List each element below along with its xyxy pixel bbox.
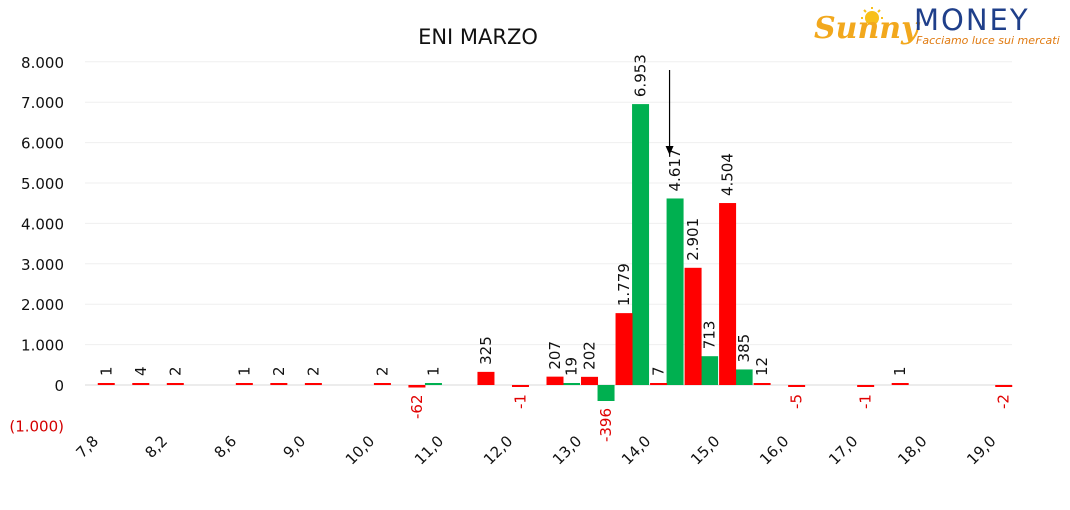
data-label: 4.504	[719, 153, 737, 196]
y-tick-label: 1.000	[21, 337, 64, 355]
data-label: 12	[753, 357, 771, 376]
y-tick-label: 3.000	[21, 256, 64, 274]
bar-green-15-0	[701, 356, 719, 385]
y-tick-label: 7.000	[21, 94, 64, 112]
x-tick-label: 15,0	[687, 432, 723, 468]
bar-green-13-5	[597, 385, 615, 401]
bar-red-14-0	[650, 383, 668, 385]
arrow-down-icon	[665, 146, 674, 155]
x-tick-label: 12,0	[480, 432, 516, 468]
bar-red-17-0	[857, 385, 875, 387]
bar-red-8-6	[235, 383, 253, 385]
data-label: 325	[477, 336, 495, 365]
bar-red-12-5	[546, 376, 564, 385]
annotations	[665, 70, 674, 155]
logo-brand-money: MONEY	[914, 6, 1030, 37]
bar-red-9-0	[304, 383, 322, 385]
x-tick-label: 16,0	[756, 432, 792, 468]
data-label: 2	[304, 366, 322, 376]
bar-green-13-0	[563, 383, 581, 385]
bar-red-12-0	[511, 385, 529, 387]
x-tick-label: 11,0	[411, 432, 447, 468]
data-label: 385	[735, 334, 753, 363]
bar-red-16-0	[788, 385, 806, 387]
y-tick-label: 8.000	[21, 54, 64, 72]
data-label: 713	[701, 321, 719, 350]
x-axis-ticks: 7,8 8,2 8,6 9,0 10,0 11,0 12,0 13,0 14,0 15,0 16,0…	[72, 432, 999, 468]
bar-red-15-5	[753, 383, 771, 385]
bar-green-14-5	[666, 198, 684, 385]
x-tick-label: 18,0	[894, 432, 930, 468]
data-label: 1	[235, 366, 253, 376]
data-label: -1	[857, 394, 875, 409]
data-label: 6.953	[632, 54, 650, 97]
x-tick-label: 19,0	[963, 432, 999, 468]
gridlines	[85, 61, 1012, 346]
data-label: 207	[546, 341, 564, 370]
x-tick-label: 17,0	[825, 432, 861, 468]
data-label: 2	[270, 366, 288, 376]
y-tick-label: 5.000	[21, 175, 64, 193]
bar-red-17-5	[891, 383, 909, 385]
x-tick-label: 8,2	[142, 432, 172, 462]
data-label: 4.617	[666, 149, 684, 192]
x-tick-label: 7,8	[72, 432, 102, 462]
bar-red-15-0	[719, 203, 737, 385]
chart-title: ENI MARZO	[418, 25, 538, 49]
bar-red-13-5	[615, 313, 633, 385]
data-label: 2	[373, 366, 391, 376]
y-tick-label: 2.000	[21, 296, 64, 314]
bar-red-13-0	[581, 376, 599, 385]
data-label: 202	[581, 341, 599, 370]
y-axis-ticks: 8.000 7.000 6.000 5.000 4.000 3.000 2.000 1.000…	[9, 54, 64, 436]
y-tick-label: 0	[54, 377, 64, 395]
bar-red-8-2	[166, 383, 184, 385]
y-tick-label: 6.000	[21, 135, 64, 153]
data-label: 1.779	[615, 263, 633, 306]
bar-green-15-5	[735, 369, 753, 385]
data-label: 2	[166, 366, 184, 376]
data-label: -2	[995, 394, 1013, 409]
data-label: 7	[650, 366, 668, 376]
bar-red-11-5	[477, 371, 495, 385]
bar-red-8-8	[270, 383, 288, 385]
bar-red-10-0	[373, 383, 391, 385]
logo-tagline: Facciamo luce sui mercati	[916, 34, 1060, 47]
bar-red-14-5	[684, 267, 702, 385]
bar-green-14-0	[632, 104, 650, 385]
y-tick-label: (1.000)	[9, 417, 64, 435]
data-label: 1	[97, 366, 115, 376]
bar-green-11-0	[424, 383, 442, 385]
data-label: 4	[132, 366, 150, 376]
brand-logo: Sunny MONEY Facciamo luce sui mercati	[814, 6, 1060, 47]
data-label: -62	[408, 395, 426, 420]
bar-red-8-0	[132, 383, 150, 385]
x-tick-label: 10,0	[342, 432, 378, 468]
data-label: 2.901	[684, 218, 702, 261]
x-tick-label: 8,6	[211, 432, 241, 462]
data-label: -1	[511, 394, 529, 409]
bar-red-7-8	[97, 383, 115, 385]
bar-red-10-5	[408, 385, 426, 388]
data-label: 19	[563, 357, 581, 376]
x-tick-label: 13,0	[549, 432, 585, 468]
bars	[97, 104, 1013, 401]
y-tick-label: 4.000	[21, 215, 64, 233]
data-label: 1	[424, 366, 442, 376]
x-tick-label: 14,0	[618, 432, 654, 468]
sun-icon	[861, 7, 883, 25]
data-label: -5	[788, 394, 806, 409]
x-tick-label: 9,0	[280, 432, 310, 462]
data-label: 1	[891, 366, 909, 376]
logo-brand-sunny: Sunny	[814, 11, 921, 46]
data-label: -396	[597, 408, 615, 442]
bar-red-19-0	[995, 385, 1013, 387]
